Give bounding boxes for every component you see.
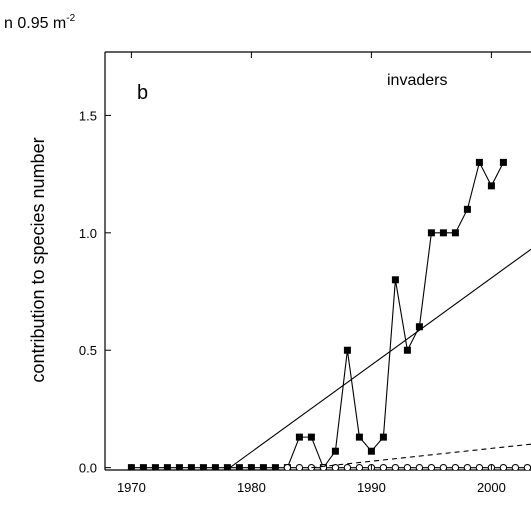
- circle-marker: [427, 463, 436, 470]
- y-tick-label: 0.5: [79, 343, 97, 358]
- square-marker: [391, 276, 399, 284]
- unit-label: n 0.95 m-2: [4, 13, 76, 32]
- y-tick-label: 1.5: [79, 108, 97, 123]
- x-tick-label: 2000: [477, 480, 506, 495]
- square-marker: [163, 464, 171, 470]
- circle-marker: [463, 463, 472, 470]
- square-marker: [223, 464, 231, 470]
- plot-area: [127, 158, 531, 470]
- square-marker: [175, 464, 183, 470]
- circle-marker: [499, 463, 508, 470]
- square-marker: [343, 346, 351, 354]
- circle-marker: [523, 463, 531, 470]
- unit-text: n 0.95 m: [4, 15, 66, 32]
- y-axis-label: contribution to species number: [28, 137, 48, 382]
- x-tick-label: 1990: [357, 480, 386, 495]
- circle-marker: [331, 463, 340, 470]
- circle-marker: [403, 463, 412, 470]
- series-line: [131, 160, 504, 469]
- circle-marker: [439, 463, 448, 470]
- square-marker: [403, 346, 411, 354]
- square-marker: [199, 464, 207, 470]
- square-marker: [295, 433, 303, 441]
- x-tick-label: 1970: [117, 480, 146, 495]
- square-marker: [463, 205, 471, 213]
- circle-marker: [511, 463, 520, 470]
- series-line: [229, 248, 531, 469]
- circle-marker: [355, 463, 364, 470]
- square-marker: [379, 433, 387, 441]
- circle-marker: [319, 463, 328, 470]
- circle-marker: [415, 463, 424, 470]
- square-marker: [439, 229, 447, 237]
- square-marker: [139, 464, 147, 470]
- circle-marker: [295, 463, 304, 470]
- circle-marker: [343, 463, 352, 470]
- circle-marker: [391, 463, 400, 470]
- circle-marker: [379, 463, 388, 470]
- square-marker: [367, 447, 375, 455]
- y-tick-label: 1.0: [79, 226, 97, 241]
- y-tick-label: 0.0: [79, 461, 97, 476]
- square-marker: [235, 464, 243, 470]
- square-marker: [475, 158, 483, 166]
- square-marker: [271, 464, 279, 470]
- x-tick-label: 1980: [237, 480, 266, 495]
- square-marker: [211, 464, 219, 470]
- square-marker: [415, 323, 423, 331]
- square-marker: [451, 229, 459, 237]
- square-marker: [307, 433, 315, 441]
- circle-marker: [451, 463, 460, 470]
- square-marker: [151, 464, 159, 470]
- square-marker: [355, 433, 363, 441]
- series-line: [311, 443, 531, 469]
- square-marker: [259, 464, 267, 470]
- panel-label: b: [137, 82, 148, 104]
- square-marker: [331, 447, 339, 455]
- circle-marker: [283, 463, 292, 470]
- chart-title: invaders: [387, 72, 447, 89]
- square-marker: [499, 158, 507, 166]
- square-marker: [487, 182, 495, 190]
- square-marker: [427, 229, 435, 237]
- circle-marker: [475, 463, 484, 470]
- unit-exponent: -2: [66, 13, 75, 24]
- square-marker: [187, 464, 195, 470]
